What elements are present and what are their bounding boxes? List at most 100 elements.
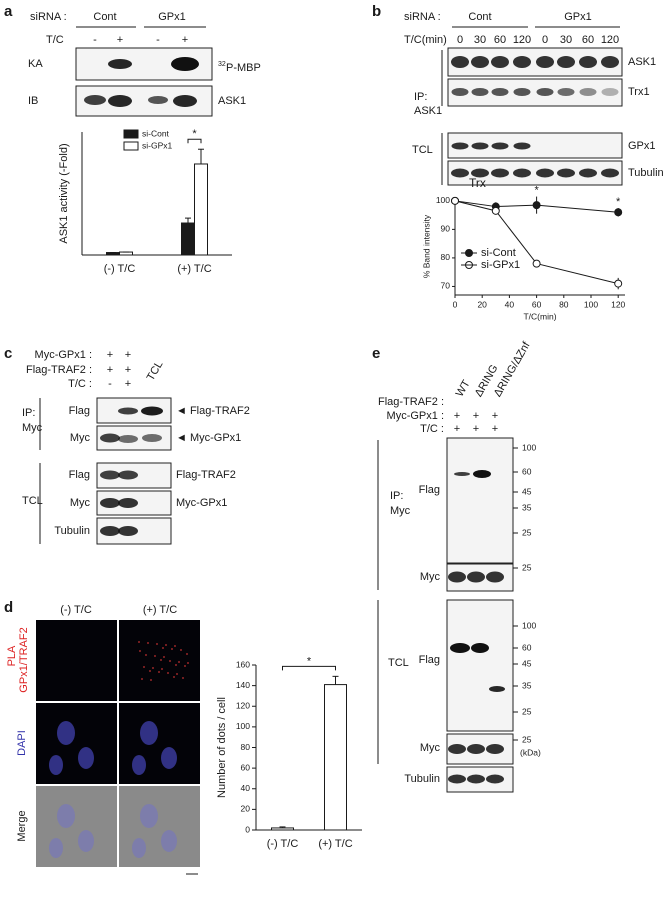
label: P-MBP	[226, 62, 261, 74]
label: ASK1	[414, 105, 442, 117]
nucleus	[140, 804, 158, 828]
pla-dot	[154, 655, 156, 657]
label: TCL	[145, 359, 166, 383]
blot	[446, 599, 514, 732]
band	[448, 571, 466, 583]
label: IB	[28, 95, 38, 107]
label: Myc	[22, 422, 43, 434]
band	[471, 168, 489, 178]
label: 60	[494, 34, 506, 46]
label: 25	[522, 527, 532, 537]
label: +	[473, 423, 479, 435]
label: 120	[513, 34, 531, 46]
band	[108, 59, 132, 69]
band	[171, 57, 199, 71]
band	[557, 56, 575, 68]
label: (+) T/C	[143, 604, 177, 616]
label: 100	[522, 620, 536, 630]
label: 100	[522, 442, 536, 452]
y-tick-label: 100	[436, 195, 450, 205]
annotation: *	[616, 196, 621, 208]
label: +	[125, 364, 131, 376]
band	[100, 470, 120, 480]
y-axis-label: % Band intensity	[421, 214, 431, 278]
label: +	[107, 349, 113, 361]
label: Flag-TRAF2 :	[378, 396, 444, 408]
label: Myc-GPx1	[176, 497, 227, 509]
band	[451, 88, 469, 96]
band	[100, 433, 120, 443]
band	[448, 774, 466, 784]
label: 60	[522, 466, 532, 476]
band	[489, 686, 505, 692]
legend-swatch	[123, 129, 139, 139]
micrograph	[119, 703, 200, 784]
label: Myc	[420, 742, 441, 754]
label: Trx1	[628, 86, 650, 98]
x-tick-label: 20	[477, 299, 487, 309]
label: 120	[601, 34, 619, 46]
band	[513, 56, 531, 68]
label: 35	[522, 680, 532, 690]
label: Myc	[70, 432, 91, 444]
band	[471, 88, 489, 96]
x-tick-label: (-) T/C	[104, 263, 136, 275]
bar	[324, 684, 347, 831]
label: Tubulin	[404, 773, 440, 785]
band	[454, 472, 470, 476]
y-tick-label: 20	[241, 804, 251, 814]
y-tick-label: 90	[441, 224, 451, 234]
band	[513, 142, 531, 150]
point	[532, 259, 541, 268]
annotation: *	[534, 184, 539, 196]
label: (-) T/C	[60, 604, 92, 616]
pla-dot	[161, 668, 163, 670]
band	[579, 56, 597, 68]
band	[491, 142, 509, 150]
annotation: *	[307, 655, 312, 667]
y-tick-label: 60	[241, 762, 251, 772]
band	[601, 88, 619, 96]
band	[118, 407, 138, 415]
y-tick-label: 80	[441, 252, 451, 262]
band	[450, 643, 470, 653]
legend-swatch	[123, 141, 139, 151]
nucleus	[57, 804, 75, 828]
band	[579, 88, 597, 96]
label: Tubulin	[628, 167, 664, 179]
x-tick-label: 40	[505, 299, 515, 309]
y-tick-label: 70	[441, 281, 451, 291]
nucleus	[161, 747, 177, 769]
chart-title: Trx	[469, 176, 486, 190]
label: +	[454, 423, 460, 435]
y-tick-label: 80	[241, 742, 251, 752]
label: +	[125, 349, 131, 361]
point	[451, 196, 459, 205]
band	[486, 744, 504, 754]
label: 45	[522, 658, 532, 668]
band	[491, 88, 509, 96]
band	[118, 435, 138, 443]
pla-dot	[138, 641, 140, 643]
band	[108, 95, 132, 107]
pla-dot	[162, 647, 164, 649]
series-line	[454, 200, 619, 213]
label: T/C :	[420, 423, 444, 435]
label: +	[125, 378, 131, 390]
pla-dot	[149, 670, 151, 672]
label: PLA	[6, 645, 18, 666]
y-tick-label: 40	[241, 783, 251, 793]
label: siRNA :	[404, 11, 441, 23]
label: 30	[474, 34, 486, 46]
label: +	[117, 34, 123, 46]
band	[486, 571, 504, 583]
panel-letter: c	[4, 345, 12, 362]
label: ASK1	[628, 56, 656, 68]
pla-dot	[150, 679, 152, 681]
label: +	[473, 410, 479, 422]
pla-dot	[160, 659, 162, 661]
point	[614, 208, 623, 217]
bar	[271, 827, 294, 831]
band	[486, 774, 504, 784]
label: Myc-GPx1 :	[35, 349, 92, 361]
